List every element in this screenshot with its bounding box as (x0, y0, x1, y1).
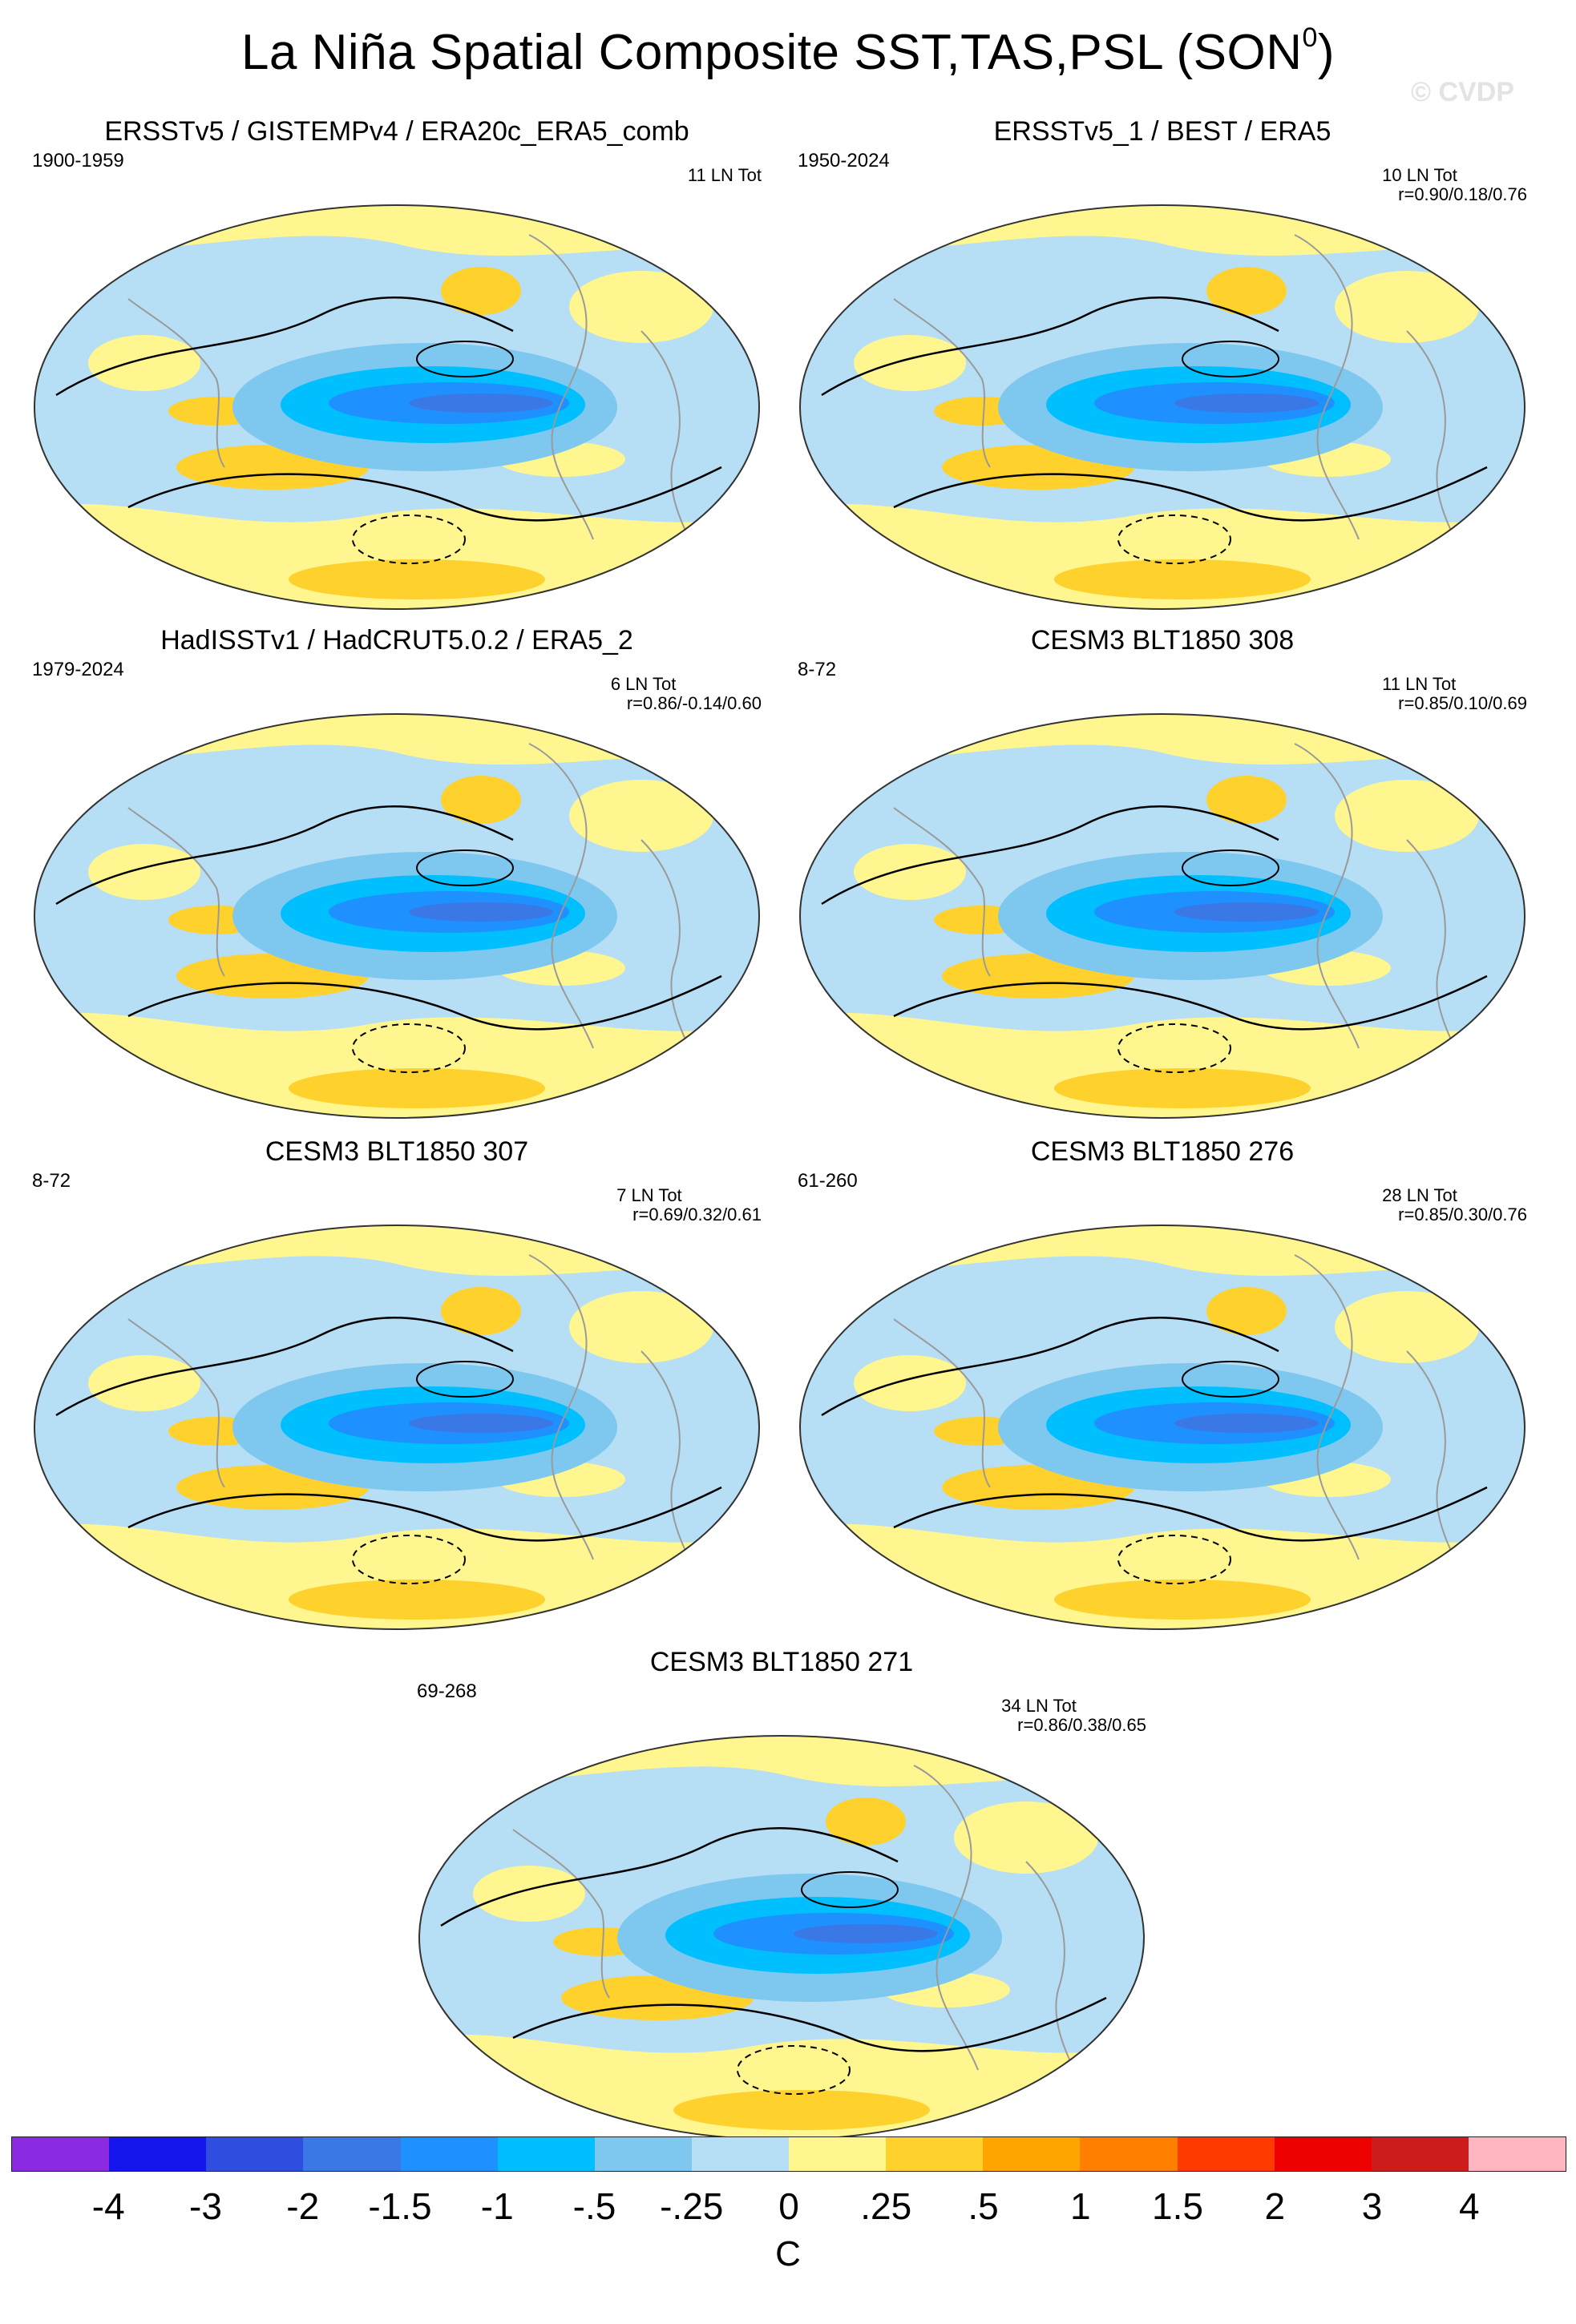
panel-title: CESM3 BLT1850 271 (649, 1647, 914, 1677)
panel-period: 69-268 (417, 1680, 477, 1702)
colorbar-swatch (12, 2137, 110, 2171)
panel-count: 11 LN Tot (687, 165, 762, 185)
colorbar-tick-label: -.5 (572, 2185, 616, 2227)
panel-correlation: r=0.86/-0.14/0.60 (626, 693, 762, 713)
colorbar-tick-label: -3 (189, 2185, 222, 2227)
panel-stats: 28 LN Tot r=0.85/0.30/0.76 (1382, 1186, 1527, 1225)
colorbar-swatch (1080, 2137, 1178, 2171)
colorbar-swatch (497, 2137, 595, 2171)
colorbar-tick-label: .25 (860, 2185, 912, 2227)
map-panel: CESM3 BLT1850 307 8-72 7 LN Tot r=0.69/0… (32, 1136, 762, 1649)
anomaly-map (799, 1225, 1525, 1630)
colorbar-swatch (691, 2137, 789, 2171)
panel-correlation: r=0.86/0.38/0.65 (1017, 1715, 1146, 1735)
map-panel: CESM3 BLT1850 308 8-72 11 LN Tot r=0.85/… (798, 625, 1527, 1138)
panel-stats: 6 LN Tot r=0.86/-0.14/0.60 (611, 675, 762, 713)
panel-stats: 34 LN Tot r=0.86/0.38/0.65 (1001, 1697, 1146, 1735)
map-panel: HadISSTv1 / HadCRUT5.0.2 / ERA5_2 1979-2… (32, 625, 762, 1138)
panel-stats: 10 LN Tot r=0.90/0.18/0.76 (1382, 166, 1527, 204)
panel-stats: 11 LN Tot r=0.85/0.10/0.69 (1382, 675, 1527, 713)
colorbar-swatch (206, 2137, 304, 2171)
colorbar (11, 2136, 1566, 2172)
map-panel: ERSSTv5_1 / BEST / ERA5 1950-2024 10 LN … (798, 116, 1527, 629)
colorbar-tick-label: -1.5 (368, 2185, 432, 2227)
panel-title: ERSSTv5_1 / BEST / ERA5 (993, 116, 1332, 147)
colorbar-unit: C (775, 2234, 801, 2274)
anomaly-map (799, 204, 1525, 610)
colorbar-tick-label: 1 (1069, 2185, 1091, 2227)
panel-count: 11 LN Tot (1382, 674, 1457, 694)
map-panel: ERSSTv5 / GISTEMPv4 / ERA20c_ERA5_comb 1… (32, 116, 762, 629)
colorbar-tick-label: 4 (1458, 2185, 1480, 2227)
colorbar-swatch (983, 2137, 1081, 2171)
panel-correlation: r=0.85/0.30/0.76 (1398, 1204, 1527, 1225)
panel-title: CESM3 BLT1850 308 (1030, 625, 1295, 656)
colorbar-swatch (109, 2137, 207, 2171)
panel-count: 34 LN Tot (1001, 1696, 1077, 1716)
anomaly-map (34, 1225, 760, 1630)
colorbar-tick-label: -4 (91, 2185, 125, 2227)
panel-period: 1979-2024 (32, 659, 124, 680)
panel-title: HadISSTv1 / HadCRUT5.0.2 / ERA5_2 (160, 625, 633, 656)
colorbar-swatch (400, 2137, 498, 2171)
panel-stats: 7 LN Tot r=0.69/0.32/0.61 (616, 1186, 762, 1225)
colorbar-tick-label: -2 (286, 2185, 320, 2227)
anomaly-map (34, 204, 760, 610)
colorbar-swatch (1371, 2137, 1469, 2171)
colorbar-swatch (1468, 2137, 1566, 2171)
panel-period: 8-72 (32, 1170, 71, 1192)
colorbar-swatch (1274, 2137, 1372, 2171)
panel-title: ERSSTv5 / GISTEMPv4 / ERA20c_ERA5_comb (104, 116, 689, 147)
colorbar-swatch (594, 2137, 692, 2171)
colorbar-swatch (1177, 2137, 1275, 2171)
panel-period: 1950-2024 (798, 150, 890, 171)
colorbar-tick-label: 2 (1264, 2185, 1286, 2227)
anomaly-map (418, 1735, 1145, 2140)
panel-title: CESM3 BLT1850 276 (1030, 1136, 1295, 1167)
colorbar-tick-label: 1.5 (1152, 2185, 1203, 2227)
panel-correlation: r=0.90/0.18/0.76 (1398, 184, 1527, 204)
panel-count: 28 LN Tot (1382, 1185, 1457, 1205)
panel-correlation: r=0.85/0.10/0.69 (1398, 693, 1527, 713)
panel-correlation: r=0.69/0.32/0.61 (632, 1204, 762, 1225)
colorbar-swatch (303, 2137, 401, 2171)
panel-count: 6 LN Tot (610, 674, 677, 694)
colorbar-swatch (789, 2137, 887, 2171)
colorbar-tick-label: .5 (968, 2185, 999, 2227)
panel-count: 7 LN Tot (616, 1185, 682, 1205)
panel-period: 61-260 (798, 1170, 858, 1192)
anomaly-map (34, 713, 760, 1119)
map-panel: CESM3 BLT1850 276 61-260 28 LN Tot r=0.8… (798, 1136, 1527, 1649)
panel-title: CESM3 BLT1850 307 (265, 1136, 529, 1167)
figure-title: La Niña Spatial Composite SST,TAS,PSL (S… (240, 22, 1336, 80)
colorbar-tick-label: 3 (1361, 2185, 1383, 2227)
colorbar-swatch (886, 2137, 984, 2171)
map-panel: CESM3 BLT1850 271 69-268 34 LN Tot r=0.8… (417, 1647, 1146, 2160)
panel-stats: 11 LN Tot (688, 166, 762, 185)
anomaly-map (799, 713, 1525, 1119)
cvdp-watermark: © CVDP (1411, 77, 1514, 107)
panel-period: 8-72 (798, 659, 837, 680)
colorbar-tick-label: -.25 (660, 2185, 724, 2227)
panel-count: 10 LN Tot (1382, 165, 1457, 185)
panel-period: 1900-1959 (32, 150, 124, 171)
colorbar-tick-label: 0 (778, 2185, 799, 2227)
colorbar-tick-label: -1 (480, 2185, 514, 2227)
